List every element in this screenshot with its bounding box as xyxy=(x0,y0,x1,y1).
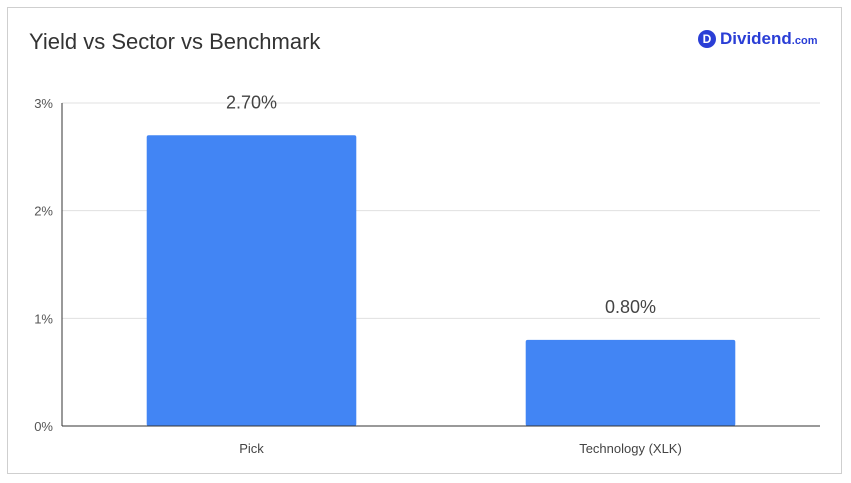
chart-title: Yield vs Sector vs Benchmark xyxy=(29,29,321,54)
brand-logo[interactable]: D Dividend .com xyxy=(698,29,817,49)
bar xyxy=(525,339,736,426)
data-label: 0.80% xyxy=(605,297,656,317)
y-tick-label: 1% xyxy=(34,311,53,326)
data-label: 2.70% xyxy=(226,92,277,112)
bar xyxy=(146,135,357,427)
brand-tld: .com xyxy=(791,35,818,47)
brand-logo-icon: D xyxy=(698,30,716,48)
x-tick-label: Pick xyxy=(239,441,264,456)
x-tick-label: Technology (XLK) xyxy=(579,441,682,456)
y-tick-label: 0% xyxy=(34,419,53,434)
y-tick-label: 2% xyxy=(34,204,53,219)
brand-name: Dividend xyxy=(720,29,792,48)
y-tick-label: 3% xyxy=(34,96,53,111)
